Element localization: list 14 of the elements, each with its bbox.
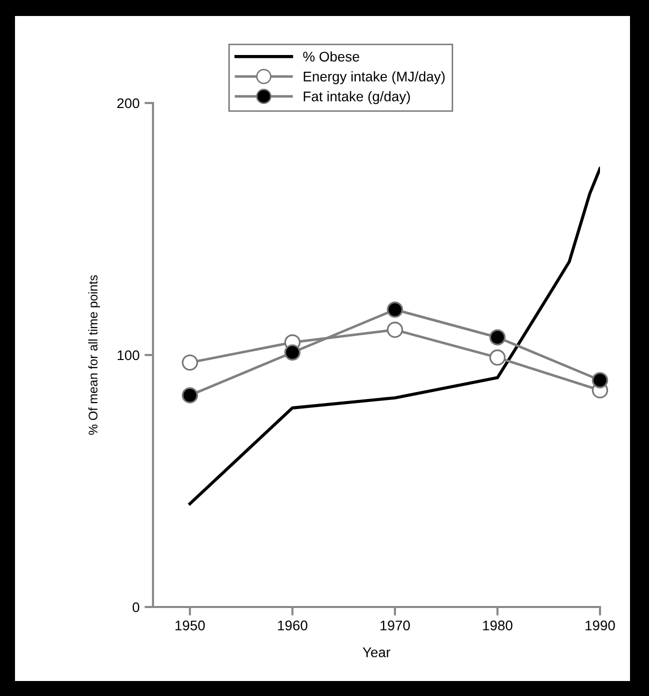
legend-label: % Obese (303, 51, 360, 62)
x-tick-label: 1990 (586, 620, 615, 630)
x-tick-label: 1970 (380, 620, 410, 630)
y-axis-title: % Of mean for all time points (88, 275, 100, 435)
y-tick-label: 100 (118, 350, 140, 360)
x-tick-label: 1980 (483, 620, 512, 630)
y-tick-label: 200 (117, 98, 140, 108)
y-tick-label: 0 (132, 602, 140, 612)
x-axis-title: Year (362, 648, 390, 658)
x-tick-label: 1960 (278, 620, 308, 630)
x-tick-label: 1950 (176, 620, 205, 630)
legend-label: Energy intake (MJ/day) (304, 71, 445, 84)
line-series (188, 166, 600, 506)
legend-label: Fat intake (g/day) (304, 91, 410, 104)
